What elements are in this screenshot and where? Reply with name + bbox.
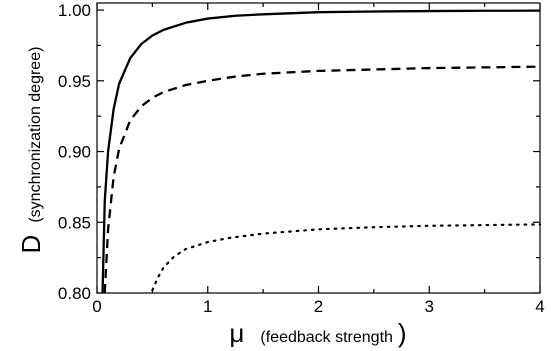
y-axis-symbol: D <box>16 235 46 254</box>
x-axis-text: (feedback strength <box>260 329 393 346</box>
x-tick-label: 4 <box>535 297 544 316</box>
x-tick-label: 2 <box>314 297 323 316</box>
ticks <box>96 3 541 294</box>
plot-frame <box>96 2 541 294</box>
x-tick-label: 0 <box>92 297 101 316</box>
series-line-dotted <box>151 223 542 292</box>
y-tick-label: 0.95 <box>58 72 91 91</box>
y-tick-label: 0.80 <box>58 284 91 303</box>
x-axis-close-paren: ) <box>398 318 407 348</box>
y-tick-label: 0.90 <box>58 143 91 162</box>
y-tick-label: 0.85 <box>58 213 91 232</box>
tick-labels: 0 1 2 3 4 0.80 0.85 0.90 0.95 1.00 <box>58 1 545 316</box>
series-line-solid <box>101 9 541 294</box>
x-axis-label: μ (feedback strength ) <box>229 318 406 348</box>
y-axis-text: (synchronization degree) <box>27 47 44 223</box>
series-line-dashed <box>103 65 541 294</box>
y-tick-label: 1.00 <box>58 1 91 20</box>
y-axis-label: D (synchronization degree) <box>16 47 46 254</box>
x-tick-label: 3 <box>425 297 434 316</box>
series-lines <box>101 9 542 294</box>
x-tick-label: 1 <box>203 297 212 316</box>
x-axis-symbol: μ <box>229 318 244 348</box>
